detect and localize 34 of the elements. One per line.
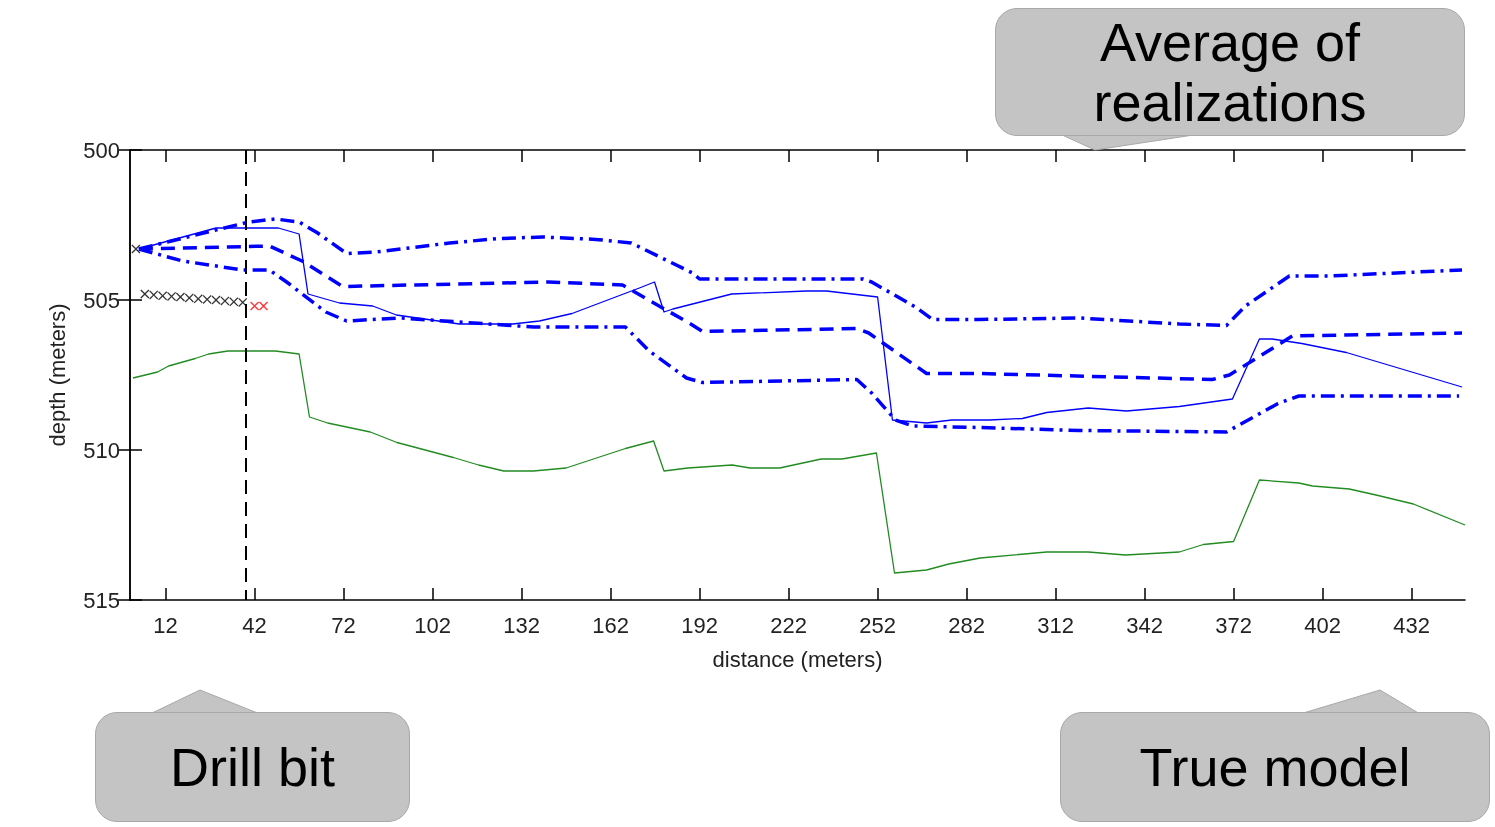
x-tick-label: 12	[153, 612, 178, 638]
y-tick-label: 510	[83, 437, 120, 463]
x-tick-label: 132	[503, 612, 540, 638]
x-tick-label: 432	[1393, 612, 1430, 638]
y-tick-label: 505	[83, 287, 120, 313]
y-tick-label: 500	[83, 137, 120, 163]
y-axis-title: depth (meters)	[44, 303, 70, 447]
line-series	[132, 350, 1466, 574]
text: Average of realizations	[995, 8, 1465, 136]
point	[238, 297, 248, 307]
point	[184, 293, 194, 303]
x-tick-label: 102	[414, 612, 451, 638]
x-tick-label: 282	[948, 612, 985, 638]
x-tick-label: 312	[1037, 612, 1074, 638]
point	[149, 290, 159, 300]
x-tick-label: 252	[859, 612, 896, 638]
x-axis-title: distance (meters)	[712, 646, 883, 672]
point	[158, 291, 168, 301]
x-tick-label: 162	[592, 612, 629, 638]
x-tick-label: 42	[242, 612, 267, 638]
point	[140, 289, 150, 299]
x-tick-label: 72	[331, 612, 356, 638]
point	[202, 294, 212, 304]
x-tick-label: 402	[1304, 612, 1341, 638]
x-tick-label: 222	[770, 612, 807, 638]
x-tick-label: 192	[681, 612, 718, 638]
y-tick-label: 515	[83, 587, 120, 613]
x-tick-label: 342	[1126, 612, 1163, 638]
text: True model	[1060, 712, 1490, 822]
text: Drill bit	[95, 712, 410, 822]
point	[250, 301, 260, 311]
point	[259, 301, 268, 311]
x-tick-label: 372	[1215, 612, 1252, 638]
point	[175, 292, 185, 302]
